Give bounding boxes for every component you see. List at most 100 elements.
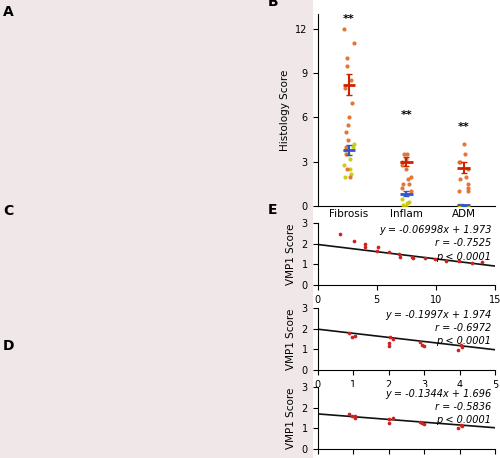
- Point: [404, 151, 411, 158]
- Point: [350, 238, 358, 245]
- Point: [460, 140, 468, 147]
- Text: y = -0.1344x + 1.696
r = -0.5836
p < 0.0001: y = -0.1344x + 1.696 r = -0.5836 p < 0.0…: [385, 389, 492, 425]
- Y-axis label: Histology Score: Histology Score: [280, 69, 290, 151]
- Point: [362, 240, 370, 247]
- Point: [460, 202, 468, 210]
- Point: [420, 421, 428, 428]
- Point: [385, 339, 393, 346]
- Point: [344, 151, 351, 158]
- Point: [352, 413, 360, 420]
- Point: [348, 334, 356, 341]
- Point: [352, 333, 360, 340]
- Point: [478, 259, 486, 266]
- Point: [458, 422, 466, 429]
- Point: [351, 414, 359, 422]
- Point: [346, 411, 354, 418]
- Text: E: E: [268, 203, 278, 218]
- Point: [398, 158, 406, 165]
- Point: [457, 202, 465, 210]
- Point: [384, 342, 392, 349]
- Point: [346, 173, 354, 180]
- Text: C: C: [3, 204, 13, 218]
- Point: [408, 254, 416, 261]
- Point: [454, 346, 462, 353]
- Point: [373, 248, 381, 255]
- Point: [456, 158, 464, 165]
- Point: [360, 243, 368, 250]
- Point: [343, 165, 351, 173]
- X-axis label: Inflammation Score: Inflammation Score: [355, 395, 457, 405]
- Point: [385, 416, 393, 423]
- Point: [342, 151, 349, 158]
- Point: [464, 180, 472, 188]
- Point: [432, 256, 440, 263]
- Point: [350, 40, 358, 47]
- Point: [460, 151, 468, 158]
- Point: [344, 136, 352, 143]
- Point: [407, 188, 415, 195]
- Text: A: A: [3, 5, 14, 19]
- Point: [421, 255, 429, 262]
- Point: [408, 254, 416, 262]
- Point: [398, 161, 406, 169]
- Text: **: **: [343, 14, 355, 24]
- Y-axis label: VMP1 Score: VMP1 Score: [286, 224, 296, 285]
- Point: [398, 185, 406, 192]
- Y-axis label: VMP1 Score: VMP1 Score: [286, 387, 296, 449]
- Legend: ND, CP: ND, CP: [413, 0, 499, 2]
- Point: [402, 191, 410, 198]
- Point: [350, 140, 358, 147]
- Point: [342, 146, 349, 153]
- Point: [418, 419, 426, 426]
- Point: [400, 151, 408, 158]
- Point: [336, 230, 344, 237]
- Point: [345, 114, 353, 121]
- Point: [403, 200, 411, 207]
- Point: [402, 202, 410, 210]
- Point: [407, 173, 415, 180]
- Point: [398, 195, 406, 202]
- Point: [464, 188, 472, 195]
- Point: [442, 257, 450, 264]
- Point: [457, 341, 465, 349]
- Point: [384, 419, 392, 426]
- Point: [464, 165, 472, 173]
- Text: B: B: [268, 0, 278, 9]
- Point: [342, 143, 349, 151]
- Point: [454, 201, 462, 208]
- Point: [458, 343, 466, 350]
- Point: [456, 188, 464, 195]
- Point: [395, 250, 403, 257]
- Text: **: **: [400, 110, 412, 120]
- Point: [468, 259, 476, 266]
- Point: [342, 128, 350, 136]
- Text: D: D: [3, 339, 14, 353]
- Point: [346, 155, 354, 163]
- Point: [404, 176, 412, 183]
- Point: [458, 201, 466, 208]
- Point: [420, 343, 428, 350]
- Point: [454, 424, 462, 431]
- Point: [374, 244, 382, 251]
- Point: [405, 198, 413, 205]
- Point: [348, 413, 356, 420]
- Point: [342, 173, 349, 180]
- Point: [462, 173, 470, 180]
- Point: [340, 161, 348, 169]
- Point: [348, 170, 356, 177]
- Point: [418, 341, 426, 348]
- Point: [346, 165, 354, 173]
- Text: y = -0.1997x + 1.974
r = -0.6972
p < 0.0001: y = -0.1997x + 1.974 r = -0.6972 p < 0.0…: [385, 310, 492, 346]
- Point: [344, 121, 351, 128]
- Point: [388, 335, 396, 343]
- Point: [343, 62, 351, 69]
- Point: [416, 338, 424, 345]
- Point: [348, 99, 356, 106]
- Point: [402, 165, 409, 173]
- Point: [386, 333, 394, 341]
- Y-axis label: VMP1 Score: VMP1 Score: [286, 308, 296, 370]
- Point: [406, 180, 413, 188]
- Point: [396, 253, 404, 260]
- Text: y = -0.06998x + 1.973
r = -0.7525
p < 0.0001: y = -0.06998x + 1.973 r = -0.7525 p < 0.…: [379, 225, 492, 262]
- Point: [384, 248, 392, 256]
